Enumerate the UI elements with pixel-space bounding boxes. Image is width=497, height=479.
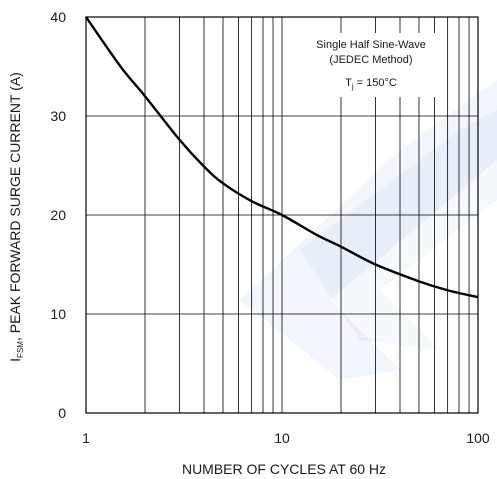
x-tick-label: 10 xyxy=(274,430,290,446)
y-tick-label: 40 xyxy=(50,9,66,25)
y-axis-title-subscript: FSM xyxy=(16,341,25,358)
y-tick-label: 0 xyxy=(58,405,66,421)
tj-subscript: j xyxy=(351,82,354,91)
watermark-chevron xyxy=(240,80,497,380)
tj-rest: = 150°C xyxy=(354,77,397,89)
annotation-line-2: (JEDEC Method) xyxy=(329,54,412,66)
x-axis-ticks: 1 10 100 xyxy=(82,430,490,446)
series-line xyxy=(85,16,479,299)
x-axis-title: NUMBER OF CYCLES AT 60 Hz xyxy=(182,461,386,477)
y-tick-label: 20 xyxy=(50,207,66,223)
watermark-logo xyxy=(240,80,497,380)
conditions-annotation: Single Half Sine-Wave (JEDEC Method) Tj … xyxy=(300,33,442,97)
annotation-junction-temp: Tj = 150°C xyxy=(345,77,397,91)
annotation-background xyxy=(300,33,442,97)
x-tick-label: 100 xyxy=(466,430,490,446)
y-axis-title-prefix: I xyxy=(7,358,23,362)
annotation-line-1: Single Half Sine-Wave xyxy=(316,39,426,51)
plot-frame xyxy=(85,16,479,414)
y-tick-label: 30 xyxy=(50,108,66,124)
tj-prefix: T xyxy=(345,77,352,89)
y-tick-label: 10 xyxy=(50,306,66,322)
y-axis-title-rest: , PEAK FORWARD SURGE CURRENT (A) xyxy=(7,72,23,341)
y-axis-title: IFSM, PEAK FORWARD SURGE CURRENT (A) xyxy=(7,72,25,362)
x-tick-label: 1 xyxy=(82,430,90,446)
y-axis-ticks: 0 10 20 30 40 xyxy=(50,9,66,421)
